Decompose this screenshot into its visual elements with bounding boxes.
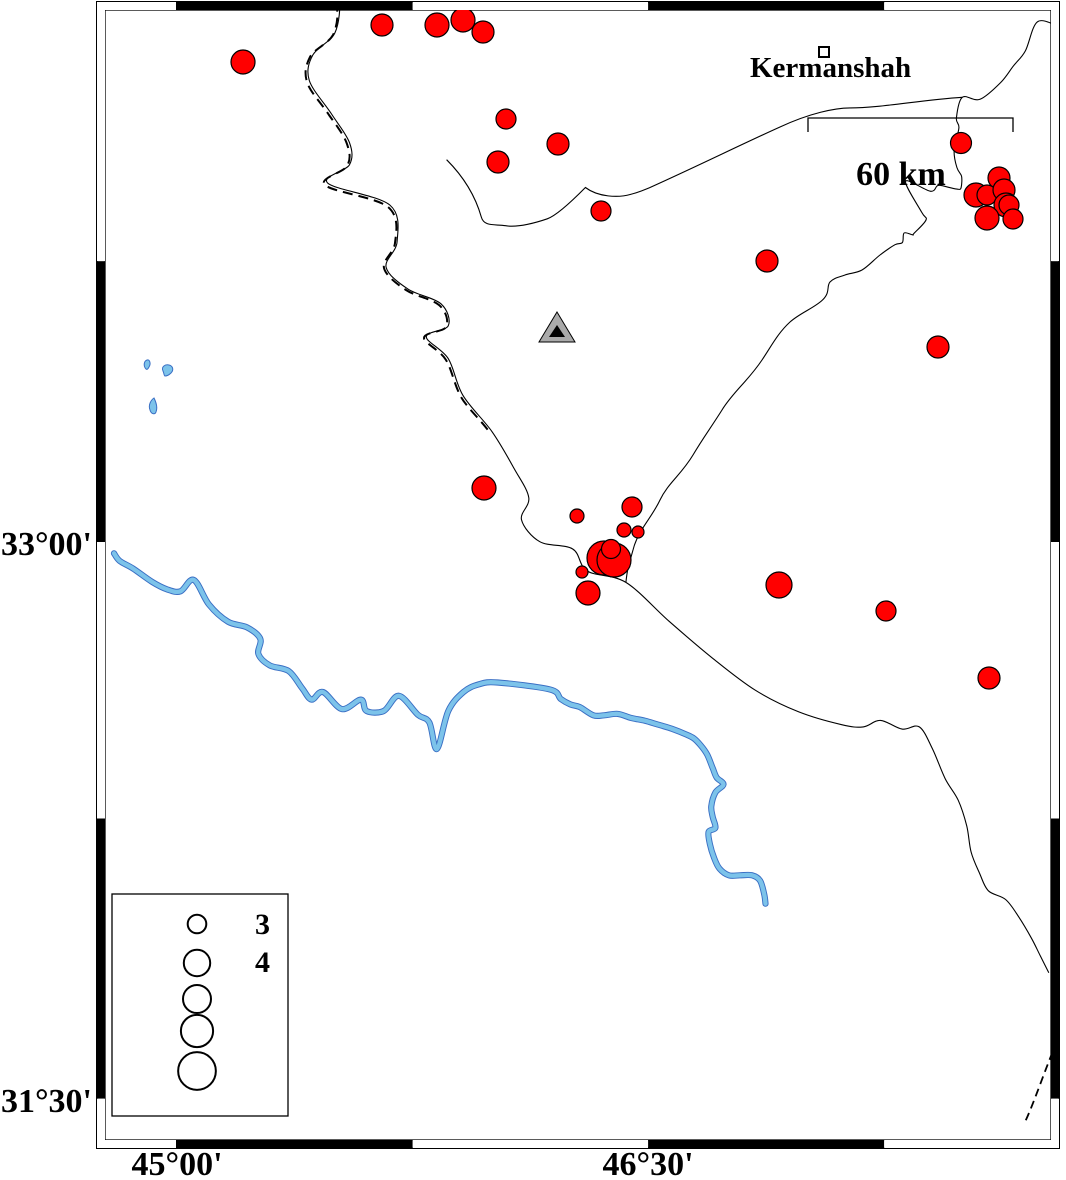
svg-text:45°00': 45°00'	[131, 1146, 222, 1180]
svg-text:60 km: 60 km	[856, 156, 946, 193]
svg-text:33°00': 33°00'	[1, 526, 92, 563]
svg-text:3: 3	[255, 908, 270, 941]
svg-text:46°30': 46°30'	[602, 1146, 693, 1180]
svg-text:31°30': 31°30'	[1, 1083, 92, 1120]
svg-text:4: 4	[255, 946, 270, 979]
svg-text:Kermanshah: Kermanshah	[750, 52, 911, 84]
